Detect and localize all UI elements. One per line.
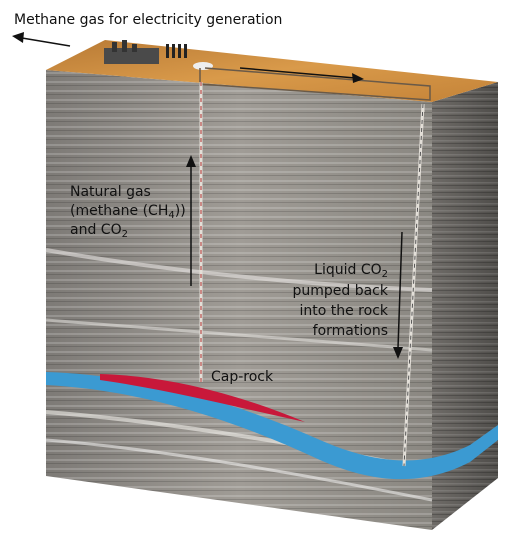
liquid-co2-label-line3: into the rock (299, 303, 388, 319)
block-front-strata (46, 70, 432, 530)
strata-band (45, 248, 433, 292)
co2-down-arrowhead (393, 347, 403, 359)
gas-pocket (100, 374, 305, 422)
natural-gas-label-line1: Natural gas (70, 184, 151, 200)
strata-band (45, 438, 433, 502)
caprock-layer (46, 372, 498, 480)
export-arrow (21, 37, 71, 47)
gas-up-arrowhead (186, 155, 196, 167)
injection-well (402, 103, 425, 467)
surface-flow-arrow (239, 67, 356, 79)
block-side-strata (432, 82, 498, 530)
gas-facility (104, 40, 213, 70)
liquid-co2-label-line2: pumped back (292, 283, 388, 299)
strata-band (45, 318, 433, 352)
natural-gas-label-line3: and CO2 (70, 222, 128, 240)
liquid-co2-label-line4: formations (312, 323, 388, 339)
export-arrowhead (12, 32, 24, 43)
electricity-label: Methane gas for electricity generation (14, 12, 283, 28)
surface-flow-arrowhead (352, 73, 364, 83)
liquid-co2-label-line1: Liquid CO2 (314, 262, 388, 280)
co2-down-arrow (397, 231, 403, 349)
caprock-label: Cap-rock (211, 369, 274, 385)
natural-gas-label-line2: (methane (CH4)) (70, 203, 186, 221)
